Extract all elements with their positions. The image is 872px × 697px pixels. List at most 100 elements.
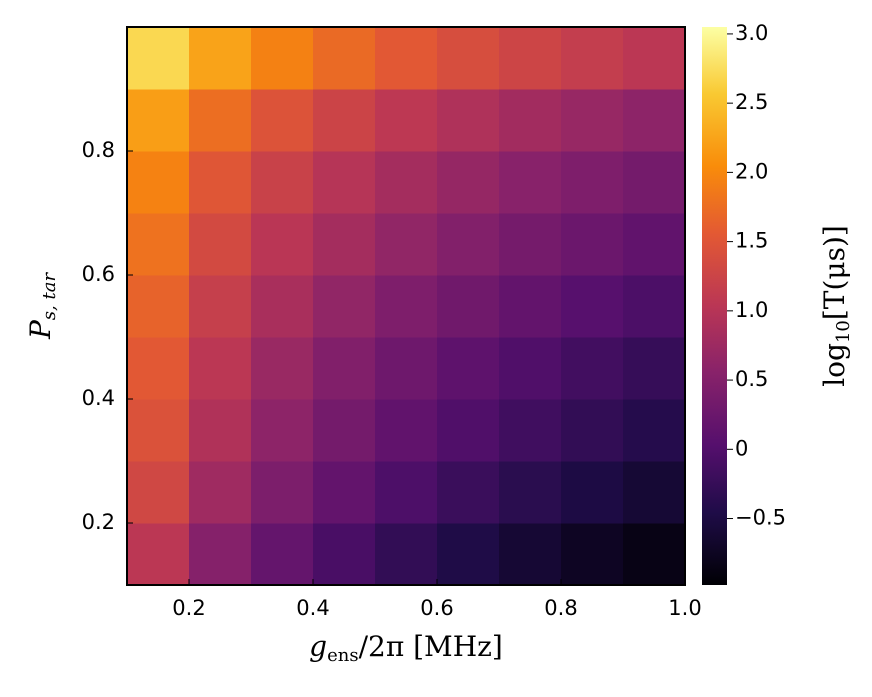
y-axis-label: Ps, tar — [24, 272, 61, 340]
x-tick-label: 1.0 — [668, 596, 701, 620]
heatmap-cell — [251, 213, 314, 276]
colorbar-tick-label: 0.5 — [735, 367, 768, 391]
heatmap-cell — [375, 275, 438, 338]
heatmap-cell — [499, 523, 562, 586]
heatmap-cell — [251, 523, 314, 586]
heatmap-cell — [437, 27, 500, 90]
heatmap-cell — [313, 27, 376, 90]
heatmap-cell — [127, 461, 190, 524]
heatmap-cell — [251, 461, 314, 524]
heatmap-cell — [437, 523, 500, 586]
colorbar-tick-label: −0.5 — [735, 506, 786, 530]
heatmap-cell — [623, 337, 686, 400]
heatmap-cell — [499, 89, 562, 152]
heatmap-cell — [313, 89, 376, 152]
heatmap-cell — [437, 151, 500, 214]
heatmap-cell — [499, 27, 562, 90]
heatmap-cell — [561, 213, 624, 276]
cb-label-sub: 10 — [833, 320, 854, 343]
heatmap-cell — [375, 523, 438, 586]
heatmap-cell — [561, 461, 624, 524]
heatmap-cell — [561, 523, 624, 586]
heatmap-cell — [623, 213, 686, 276]
heatmap-cell — [375, 337, 438, 400]
heatmap-cell — [499, 337, 562, 400]
heatmap-cell — [375, 27, 438, 90]
heatmap-cell — [127, 523, 190, 586]
heatmap-cell — [189, 337, 252, 400]
y-tick-label: 0.4 — [82, 386, 115, 410]
heatmap-cell — [561, 337, 624, 400]
heatmap-cell — [189, 523, 252, 586]
heatmap-cell — [251, 27, 314, 90]
heatmap-cell — [437, 213, 500, 276]
heatmap-cell — [375, 213, 438, 276]
colorbar — [702, 27, 727, 585]
heatmap-cell — [189, 151, 252, 214]
heatmap-cell — [623, 27, 686, 90]
heatmap-cell — [437, 337, 500, 400]
heatmap-cell — [623, 275, 686, 338]
x-tick-label: 0.6 — [420, 596, 453, 620]
y-label-main: P — [24, 319, 57, 340]
heatmap-cell — [251, 399, 314, 462]
y-tick-label: 0.2 — [82, 510, 115, 534]
heatmap-cell — [499, 151, 562, 214]
heatmap-cell — [499, 213, 562, 276]
colorbar-tick-label: 0 — [735, 436, 748, 460]
heatmap-cell — [313, 213, 376, 276]
x-axis-label: gens/2π [MHz] — [309, 630, 503, 667]
heatmap-cell — [375, 89, 438, 152]
cb-label-rest: [T(μs)] — [818, 225, 851, 320]
y-label-sub: s, tar — [39, 272, 60, 321]
heatmap-cell — [189, 275, 252, 338]
heatmap-cell — [251, 151, 314, 214]
heatmap-cell — [127, 89, 190, 152]
heatmap-cell — [251, 337, 314, 400]
heatmap-cell — [375, 461, 438, 524]
y-tick-label: 0.6 — [82, 262, 115, 286]
heatmap-cell — [127, 27, 190, 90]
colorbar-tick-label: 1.5 — [735, 229, 768, 253]
heatmap-cell — [561, 399, 624, 462]
x-tick-label: 0.8 — [544, 596, 577, 620]
heatmap-cell — [499, 461, 562, 524]
heatmap-cell — [313, 275, 376, 338]
heatmap-cell — [127, 275, 190, 338]
heatmap-cell — [127, 213, 190, 276]
heatmap-cell — [251, 89, 314, 152]
heatmap-cell — [623, 89, 686, 152]
y-tick-label: 0.8 — [82, 138, 115, 162]
x-label-sub: ens — [327, 645, 358, 666]
heatmap-cell — [499, 275, 562, 338]
heatmap-cell — [313, 461, 376, 524]
heatmap-cell — [313, 337, 376, 400]
heatmap-cell — [561, 89, 624, 152]
plot-frame — [126, 26, 686, 586]
heatmap-cell — [313, 399, 376, 462]
colorbar-label: log10[T(μs)] — [818, 225, 855, 387]
cb-label-main: log — [818, 343, 851, 387]
heatmap-cell — [437, 461, 500, 524]
heatmap-cell — [437, 89, 500, 152]
heatmap-cell — [189, 399, 252, 462]
colorbar-tick-label: 1.0 — [735, 298, 768, 322]
x-label-main: g — [309, 630, 327, 663]
heatmap-cell — [623, 399, 686, 462]
heatmap-cell — [127, 337, 190, 400]
heatmap-cell — [313, 523, 376, 586]
heatmap-cell — [561, 27, 624, 90]
colorbar-tick-label: 2.5 — [735, 90, 768, 114]
heatmap-cell — [189, 461, 252, 524]
heatmap-cell — [623, 523, 686, 586]
heatmap-cell — [561, 151, 624, 214]
heatmap-cell — [313, 151, 376, 214]
heatmap-cell — [623, 461, 686, 524]
heatmap-cell — [127, 399, 190, 462]
colorbar-tick-label: 2.0 — [735, 159, 768, 183]
heatmap-cell — [437, 275, 500, 338]
heatmap-cell — [561, 275, 624, 338]
x-tick-label: 0.4 — [296, 596, 329, 620]
heatmap-cell — [127, 151, 190, 214]
